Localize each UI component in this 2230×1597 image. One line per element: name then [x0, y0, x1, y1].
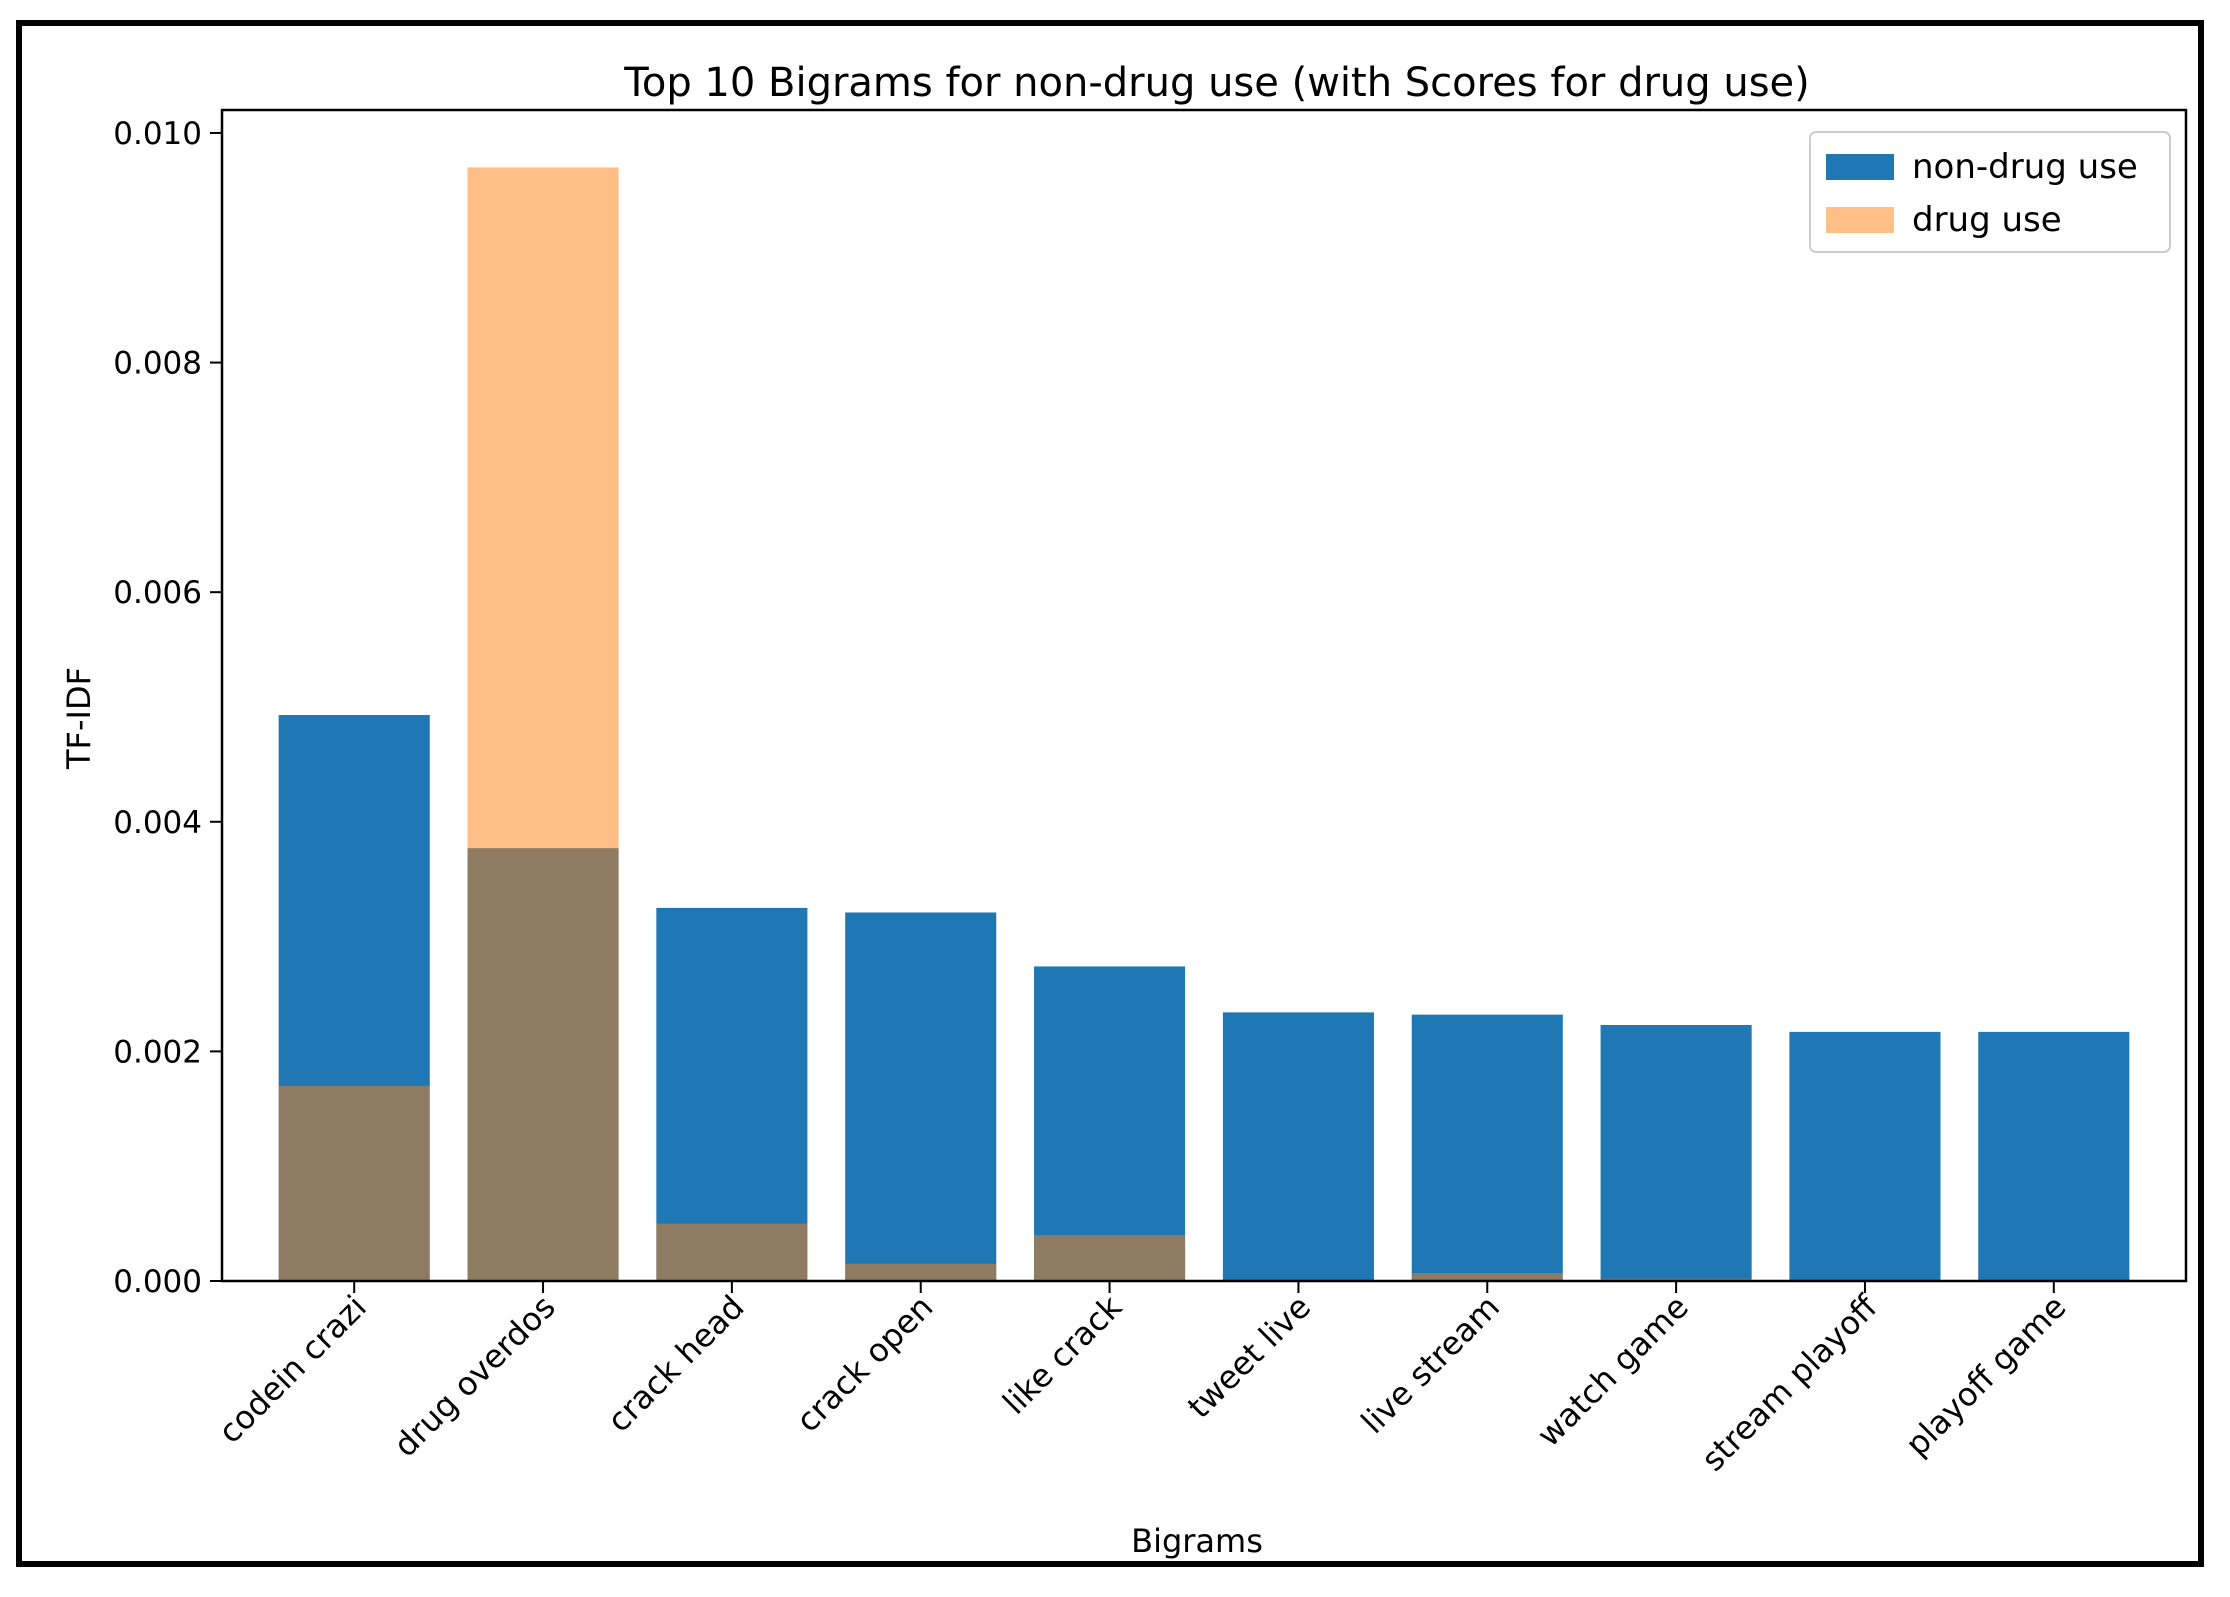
bar-non-drug-use-4 — [1034, 966, 1186, 1281]
bar-drug-use-6 — [1411, 1272, 1563, 1281]
bar-non-drug-use-6 — [1411, 1014, 1563, 1281]
y-tick-label-4: 0.008 — [113, 346, 202, 382]
y-tick-label-5: 0.010 — [113, 116, 202, 152]
x-tick-label-8: stream playoff — [1694, 1287, 1885, 1478]
bar-drug-use-4 — [1034, 1235, 1186, 1281]
x-axis-label: Bigrams — [1131, 1522, 1263, 1560]
y-tick-label-3: 0.006 — [113, 575, 202, 611]
legend-label-1: drug use — [1912, 200, 2062, 240]
bar-non-drug-use-9 — [1978, 1031, 2130, 1281]
bar-drug-use-1 — [467, 167, 619, 1281]
legend-label-0: non-drug use — [1912, 147, 2138, 187]
chart-title: Top 10 Bigrams for non-drug use (with Sc… — [623, 60, 1810, 106]
y-tick-label-2: 0.004 — [113, 805, 202, 841]
x-tick-label-9: playoff game — [1898, 1288, 2074, 1464]
bar-drug-use-2 — [656, 1223, 808, 1281]
y-tick-label-1: 0.002 — [113, 1034, 202, 1070]
legend: non-drug use drug use — [1809, 131, 2171, 253]
figure-frame: Top 10 Bigrams for non-drug use (with Sc… — [16, 20, 2204, 1567]
plot-area: 0.000 0.002 0.004 0.006 0.008 0.010 codein cra… — [113, 108, 2188, 1478]
bar-non-drug-use-7 — [1600, 1024, 1752, 1281]
bar-drug-use-0 — [278, 1085, 430, 1281]
y-axis-label: TF-IDF — [60, 667, 98, 770]
axes-frame — [220, 108, 2188, 1283]
x-tick-label-5: tweet live — [1180, 1288, 1318, 1426]
x-tick-label-6: live stream — [1354, 1288, 1507, 1441]
bar-non-drug-use-8 — [1789, 1031, 1941, 1281]
bar-non-drug-use-3 — [845, 912, 997, 1281]
y-tick-label-0: 0.000 — [113, 1264, 202, 1300]
bar-non-drug-use-5 — [1222, 1012, 1374, 1281]
x-tick-label-1: drug overdos — [386, 1288, 562, 1464]
bar-chart: Top 10 Bigrams for non-drug use (with Sc… — [60, 60, 2188, 1560]
x-tick-label-0: codein crazi — [211, 1288, 374, 1451]
legend-box — [1809, 131, 2171, 253]
bar-non-drug-use-2 — [656, 907, 808, 1281]
legend-swatch-0 — [1826, 154, 1894, 180]
x-tick-label-3: crack open — [789, 1288, 941, 1440]
bar-drug-use-3 — [845, 1263, 997, 1281]
x-tick-label-7: watch game — [1529, 1288, 1695, 1454]
legend-swatch-1 — [1826, 207, 1894, 233]
x-tick-label-2: crack head — [600, 1288, 752, 1440]
x-tick-label-4: like crack — [995, 1287, 1129, 1421]
